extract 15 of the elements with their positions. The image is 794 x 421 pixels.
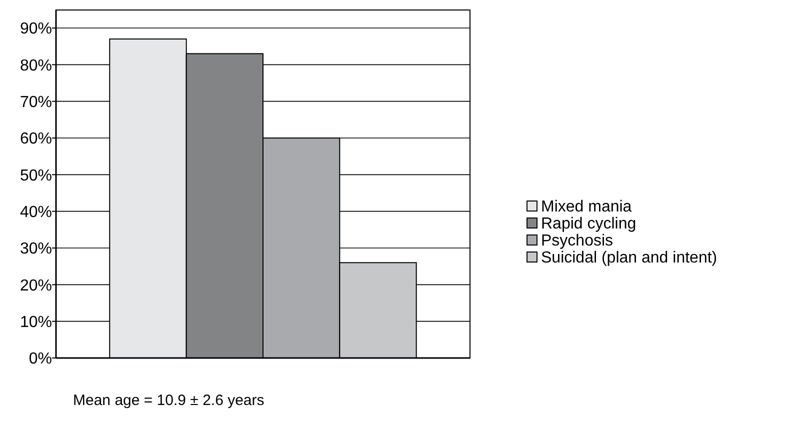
y-tick-label: 70%: [20, 94, 52, 111]
legend-label: Psychosis: [541, 232, 614, 250]
y-tick-label: 30%: [20, 240, 52, 258]
y-tick-label: 40%: [20, 204, 52, 221]
y-tick-label: 10%: [20, 314, 52, 331]
y-tick-label: 60%: [20, 130, 52, 148]
legend-label: Rapid cycling: [541, 216, 636, 233]
y-tick-label: 90%: [20, 20, 52, 38]
text: Mean age = 10.9 ± 2.6 years: [73, 392, 264, 409]
y-tick-label: 0%: [28, 350, 52, 368]
y-tick-label: 80%: [20, 57, 52, 74]
y-tick-label: 50%: [20, 167, 52, 184]
y-tick-label: 20%: [20, 277, 52, 294]
legend-label: Suicidal (plan and intent): [541, 250, 718, 267]
legend-label: Mixed mania: [541, 198, 632, 216]
